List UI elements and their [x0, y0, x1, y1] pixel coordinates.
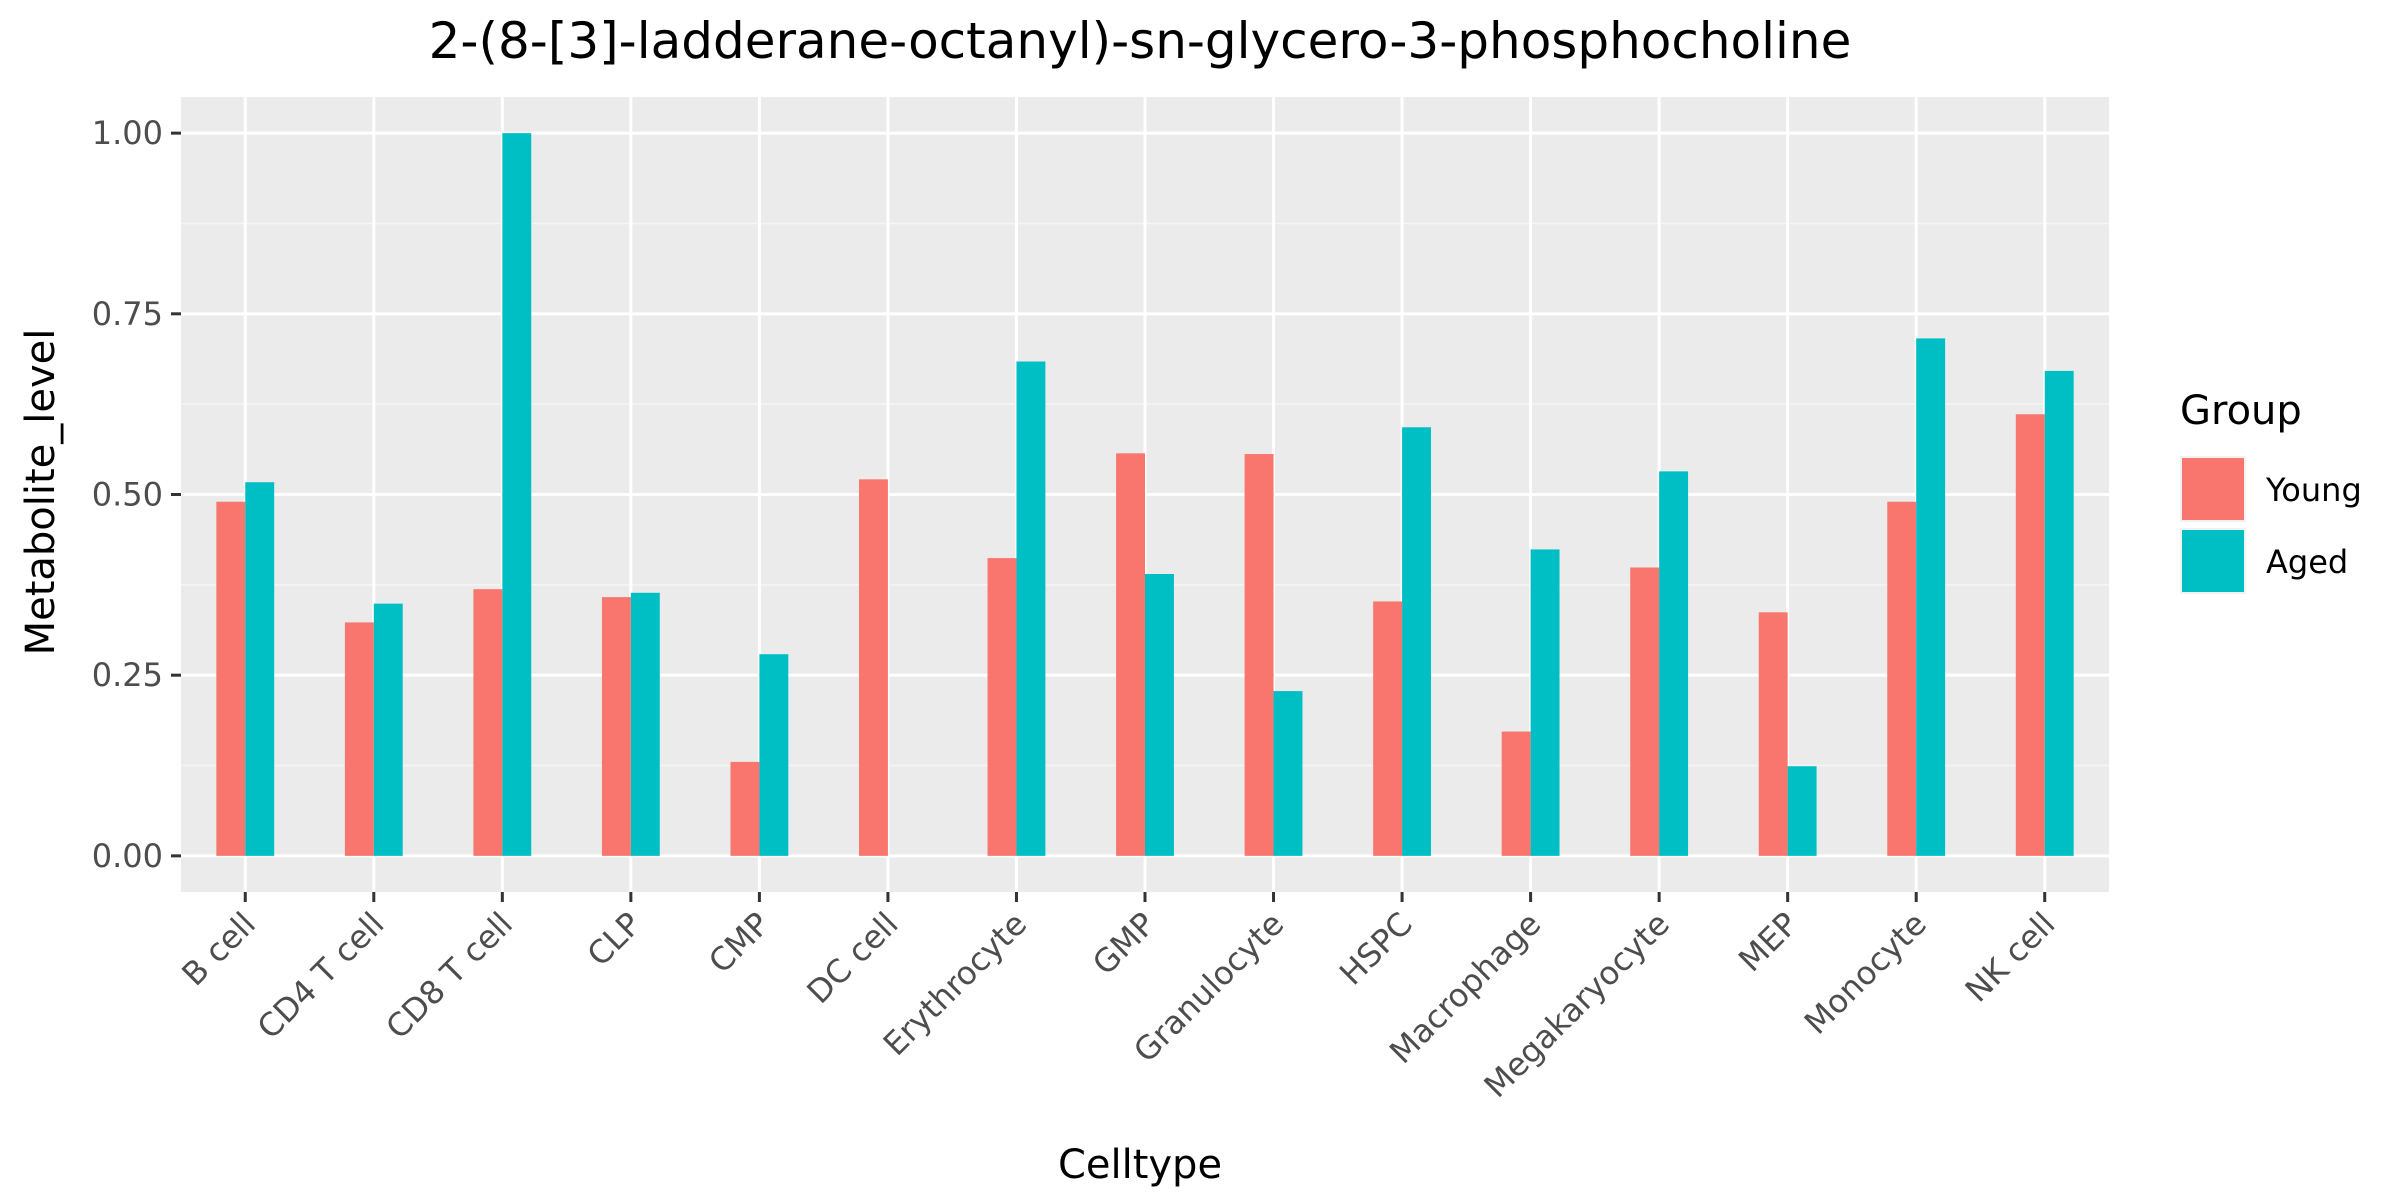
- legend-key-aged: [2182, 530, 2244, 592]
- legend-key-young: [2182, 458, 2244, 520]
- y-axis-title: Metabolite_level: [18, 329, 64, 656]
- y-tick-label: 0.50: [92, 476, 163, 514]
- legend-title: Group: [2180, 388, 2302, 434]
- bar-aged: [1530, 549, 1560, 856]
- bars-layer: [216, 133, 2074, 856]
- bar-young: [1630, 567, 1660, 856]
- legend-label-young: Young: [2265, 471, 2362, 509]
- bar-young: [1116, 453, 1145, 856]
- bar-young: [987, 558, 1017, 856]
- bar-young: [1758, 612, 1788, 856]
- bar-aged: [1273, 691, 1303, 856]
- x-tick-label: CLP: [580, 905, 649, 974]
- bar-aged: [502, 133, 532, 856]
- bar-young: [730, 761, 760, 856]
- x-tick-label: CD4 T cell: [250, 905, 392, 1047]
- y-tick-label: 0.25: [92, 656, 163, 694]
- x-tick-label: DC cell: [799, 905, 905, 1011]
- x-tick-label: CD8 T cell: [378, 905, 520, 1047]
- bar-young: [473, 589, 503, 856]
- x-axis-title: Celltype: [1058, 1142, 1222, 1188]
- x-tick-label: Monocyte: [1797, 905, 1934, 1042]
- y-tick-label: 0.00: [92, 837, 163, 875]
- bar-young: [216, 501, 246, 856]
- bar-aged: [759, 654, 789, 856]
- x-tick-label: HSPC: [1332, 905, 1420, 993]
- x-tick-label: CMP: [701, 905, 777, 981]
- bar-aged: [630, 592, 660, 856]
- legend: Group Young Aged: [2180, 388, 2362, 594]
- bar-aged: [1916, 338, 1946, 856]
- bar-aged: [245, 482, 275, 856]
- bar-aged: [1787, 766, 1817, 856]
- x-tick-label: NK cell: [1958, 905, 2063, 1010]
- legend-label-aged: Aged: [2266, 543, 2348, 581]
- chart-title: 2-(8-[3]-ladderane-octanyl)-sn-glycero-3…: [429, 12, 1852, 70]
- bar-aged: [2044, 370, 2074, 856]
- bar-aged: [1659, 471, 1689, 856]
- y-tick-label: 0.75: [92, 295, 163, 333]
- y-tick-label: 1.00: [92, 114, 163, 152]
- bar-young: [1501, 731, 1531, 856]
- bar-young: [2015, 414, 2045, 856]
- bar-young: [859, 479, 888, 856]
- bar-young: [344, 622, 374, 856]
- bar-aged: [1402, 427, 1431, 856]
- bar-young: [1244, 454, 1274, 856]
- bar-aged: [1145, 574, 1174, 856]
- x-tick-label: MEP: [1731, 905, 1805, 979]
- x-tick-label: B cell: [174, 905, 263, 994]
- bar-young: [1373, 601, 1403, 856]
- bar-young: [1887, 501, 1917, 856]
- bar-young: [601, 597, 631, 856]
- bar-aged: [373, 603, 403, 856]
- x-tick-label: GMP: [1085, 905, 1163, 983]
- bar-aged: [1016, 361, 1046, 856]
